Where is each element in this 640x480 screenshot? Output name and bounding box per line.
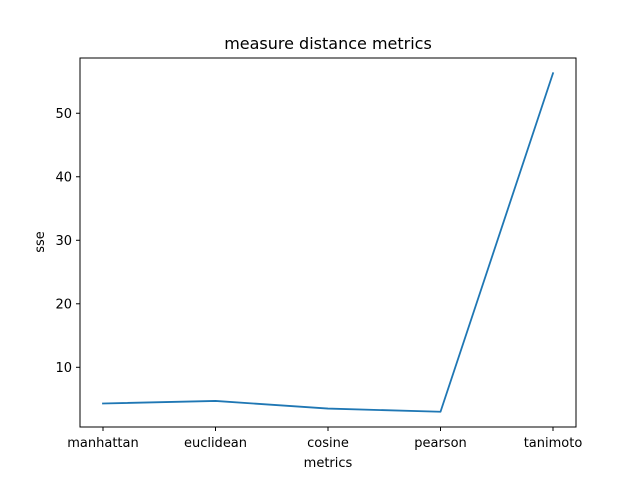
series-line-0	[102, 72, 555, 413]
y-axis-ticks: 10 20 30 40 50	[55, 107, 80, 376]
series-layer	[102, 72, 555, 413]
x-tick-label-pearson: pearson	[414, 436, 467, 451]
x-tick-label-cosine: cosine	[307, 436, 349, 451]
plot-background	[80, 58, 576, 427]
x-tick-label-tanimoto: tanimoto	[524, 436, 583, 451]
x-tick-label-euclidean: euclidean	[184, 436, 247, 451]
y-tick-label: 20	[55, 297, 72, 312]
y-tick-label: 40	[55, 170, 72, 185]
chart-title: measure distance metrics	[224, 34, 432, 53]
x-tick-label-manhattan: manhattan	[67, 436, 138, 451]
y-tick-label: 50	[55, 107, 72, 122]
y-tick-label: 30	[55, 234, 72, 249]
x-axis-ticks: manhattan euclidean cosine pearson tanimoto	[67, 427, 582, 451]
y-tick-label: 10	[55, 361, 72, 376]
plot-frame	[79, 57, 577, 428]
y-axis-label: sse	[33, 231, 48, 253]
x-axis-label: metrics	[304, 456, 353, 471]
